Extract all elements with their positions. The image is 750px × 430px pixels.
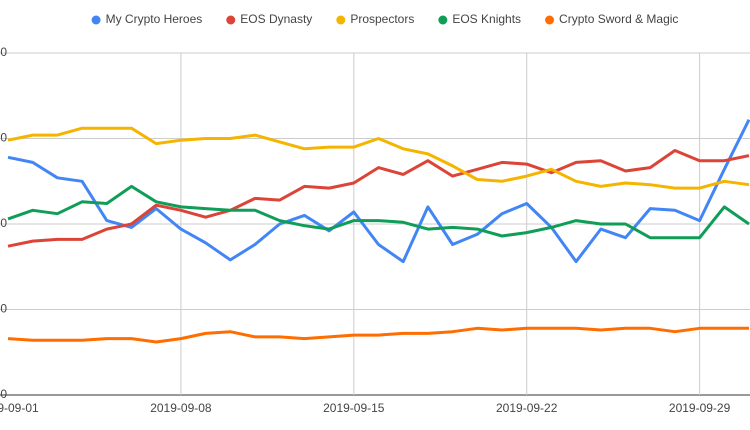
y-tick-label: 1000 [0,216,7,230]
x-tick-label: 2019-09-29 [669,401,731,415]
line-series [7,119,750,264]
y-tick-label: 1500 [0,131,7,145]
x-tick-label: 2019-09-22 [496,401,558,415]
legend-label: Prospectors [350,12,414,26]
legend-label: My Crypto Heroes [106,12,203,26]
legend-marker [226,15,236,25]
y-tick-label: 0 [0,387,7,401]
legend-marker [438,15,448,25]
legend-label: EOS Knights [452,12,521,26]
legend-marker [336,15,346,25]
legend-label: Crypto Sword & Magic [559,12,678,26]
line-series [7,184,750,240]
y-tick-label: 500 [0,302,7,316]
line-series [7,326,749,344]
legend-marker [545,15,555,25]
x-tick-label: 2019-09-01 [0,401,39,415]
x-tick-label: 2019-09-08 [150,401,212,415]
x-tick-label: 2019-09-15 [323,401,385,415]
legend-marker [91,15,101,25]
legend-label: EOS Dynasty [240,12,312,26]
line-series [7,149,750,248]
y-tick-label: 2000 [0,45,7,59]
line-series [7,126,750,190]
